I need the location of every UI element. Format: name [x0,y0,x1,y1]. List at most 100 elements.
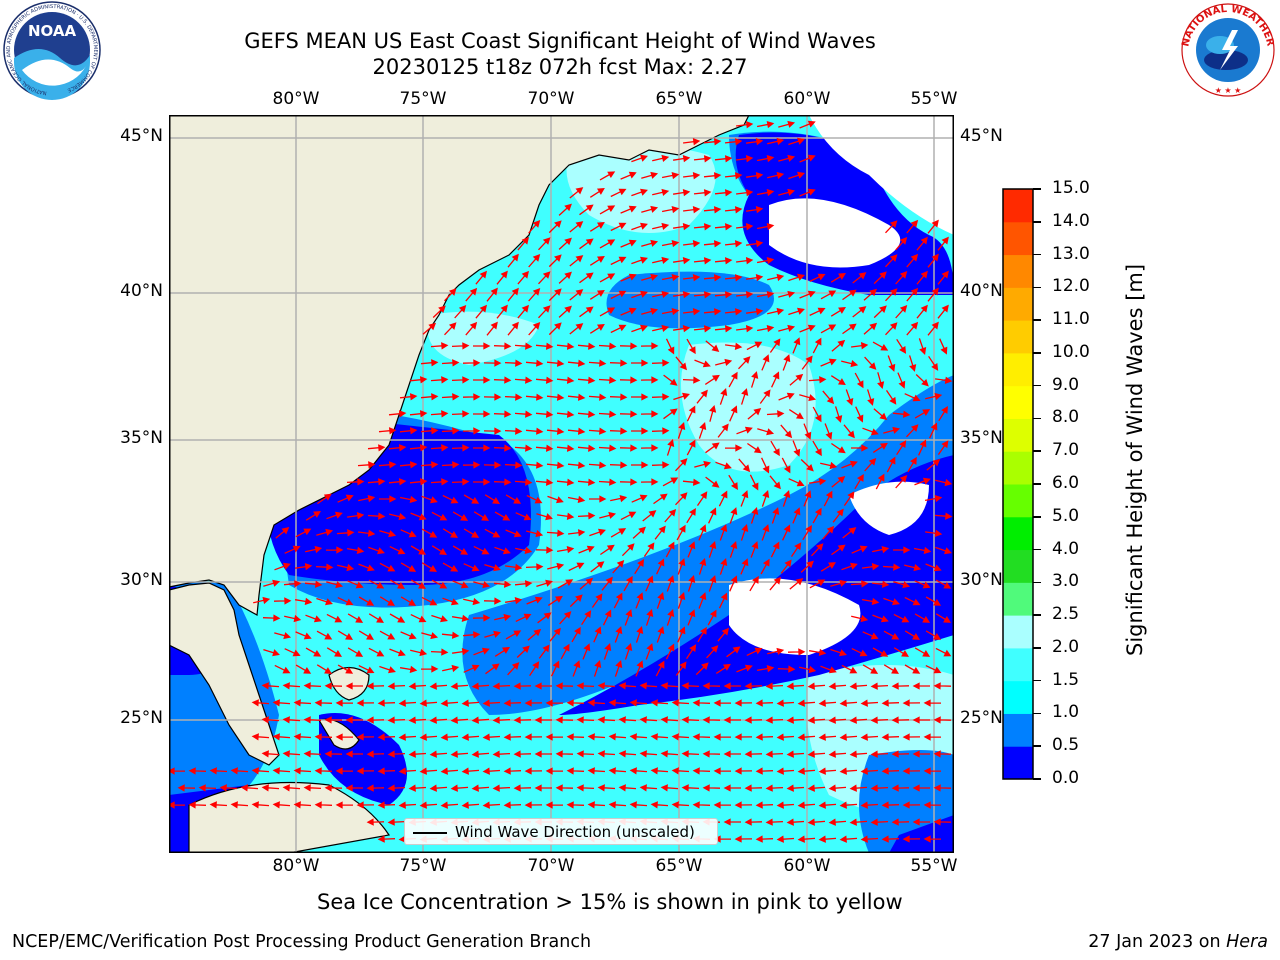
wave-direction-arrow [740,490,749,507]
wave-direction-arrow [409,478,428,486]
wave-direction-arrow [860,733,879,741]
wave-direction-arrow [410,614,427,623]
colorbar-tick-label: 13.0 [1052,243,1090,264]
wave-direction-arrow [314,801,333,809]
wave-direction-arrow [347,580,364,589]
wave-direction-arrow [473,376,491,384]
wave-direction-arrow [379,530,397,538]
lon-tick-top: 70°W [527,89,575,109]
wave-direction-arrow [546,427,565,435]
wave-direction-arrow [809,579,826,589]
wave-direction-arrow [579,204,594,216]
wave-direction-arrow [513,784,532,792]
wave-direction-arrow [591,593,603,608]
colorbar-tick-label: 2.0 [1052,636,1080,657]
wave-direction-arrow [746,341,763,351]
wave-direction-arrow [738,458,751,473]
wave-direction-arrow [750,371,759,388]
wave-direction-arrow [925,529,943,537]
wave-direction-arrow [408,750,427,758]
wave-direction-arrow [872,545,890,554]
wave-direction-arrow [927,253,939,268]
wave-direction-arrow [780,559,792,574]
wave-direction-arrow [660,750,679,758]
colorbar-tick-mark [1033,188,1041,190]
wave-direction-arrow [454,304,467,319]
wave-direction-arrow [597,682,616,690]
wave-direction-arrow [513,750,532,758]
wave-direction-arrow [912,784,930,792]
lat-tick-left: 35°N [120,428,163,448]
wave-direction-arrow [681,784,700,792]
wave-direction-arrow [619,410,638,418]
wave-direction-arrow [419,801,438,809]
wave-direction-arrow [399,495,418,504]
wave-direction-arrow [912,716,930,724]
wave-direction-arrow [778,154,796,162]
wave-direction-arrow [705,476,720,488]
wave-direction-arrow [483,461,502,469]
wave-direction-arrow [724,240,743,248]
wave-direction-arrow [305,511,322,521]
wave-direction-arrow [493,342,512,350]
wave-direction-arrow [852,306,867,318]
wave-direction-arrow [767,307,785,316]
wave-direction-arrow [714,325,733,333]
colorbar-tick-label: 10.0 [1052,341,1090,362]
wave-direction-arrow [650,699,669,707]
wave-direction-arrow [756,290,775,299]
wave-direction-arrow [485,663,500,675]
wave-direction-arrow [885,288,898,302]
wave-direction-arrow [589,221,605,232]
wave-direction-arrow [419,767,438,775]
legend-line-swatch [413,832,447,834]
lat-tick-right: 30°N [960,570,1003,590]
wave-direction-arrow [282,750,301,758]
wave-direction-arrow [505,529,522,538]
wave-direction-arrow [672,223,691,231]
wave-direction-arrow [914,580,931,589]
wave-direction-arrow [558,271,572,284]
wave-direction-arrow [471,784,490,792]
wave-direction-arrow [261,784,280,792]
wave-direction-arrow [923,835,942,843]
wave-direction-arrow [535,478,554,486]
wave-direction-arrow [928,355,939,371]
wave-direction-arrow [787,648,806,656]
wave-direction-arrow [548,288,562,302]
wave-direction-arrow [650,801,669,809]
wave-direction-arrow [883,630,900,640]
wave-direction-arrow [696,389,708,404]
wave-direction-arrow [620,307,637,316]
wave-direction-arrow [303,750,322,758]
wave-direction-arrow [705,340,720,353]
wave-direction-arrow [483,597,502,605]
wave-direction-arrow [702,750,721,758]
wave-direction-arrow [724,172,743,180]
wave-direction-arrow [935,546,952,555]
colorbar-segment [1003,254,1033,288]
wave-direction-arrow [723,716,741,724]
wave-direction-arrow [924,494,943,503]
wave-direction-arrow [535,376,554,384]
wave-direction-arrow [877,372,885,390]
lat-tick-right: 35°N [960,428,1003,448]
wave-direction-arrow [558,203,572,216]
wave-direction-arrow [756,222,775,231]
wave-direction-arrow [823,490,833,507]
colorbar-tick-label: 12.0 [1052,276,1090,297]
wave-direction-arrow [399,461,418,469]
wave-direction-arrow [589,187,605,198]
wave-direction-arrow [378,427,397,435]
wave-direction-arrow [577,410,596,418]
wave-direction-arrow [862,427,879,436]
wave-direction-arrow [661,171,680,180]
nws-logo: NATIONAL WEATHER SERVICE ★ ★ ★ [1176,0,1276,97]
wave-direction-arrow [441,461,460,469]
wave-direction-arrow [714,291,733,299]
wave-direction-arrow [486,287,498,302]
wave-direction-arrow [703,240,722,248]
wave-direction-arrow [493,410,512,418]
wave-direction-arrow [473,545,490,555]
wave-direction-arrow [797,767,816,775]
